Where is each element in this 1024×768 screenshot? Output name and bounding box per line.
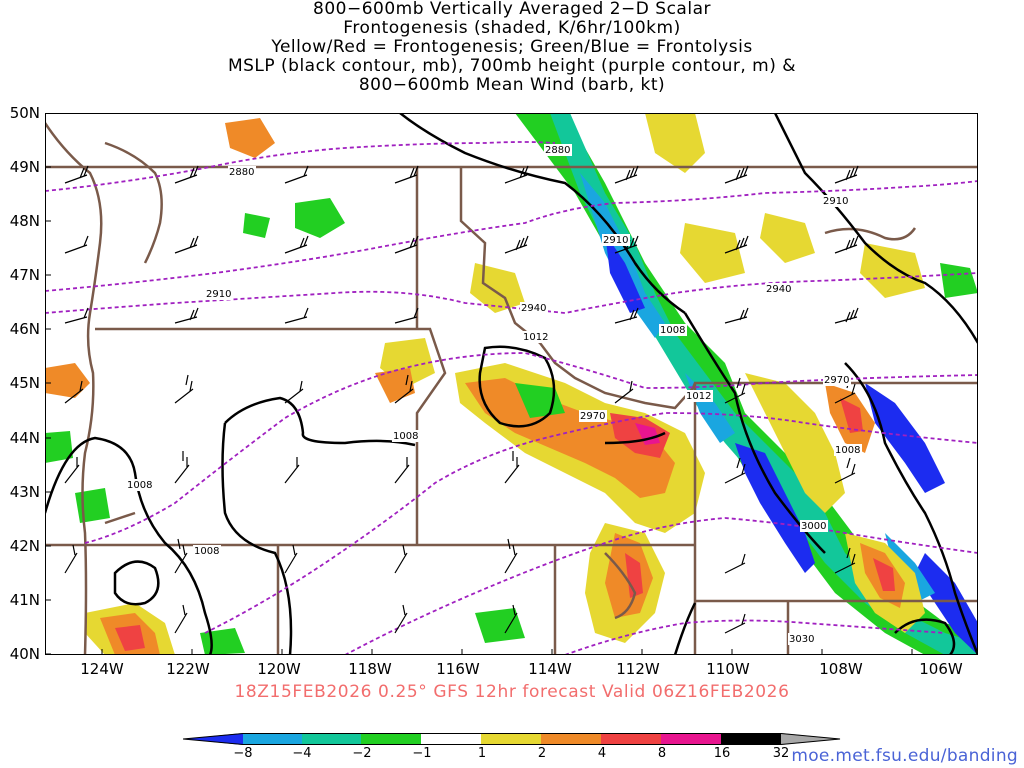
height-label: 2940 xyxy=(766,284,791,295)
mslp-contours xyxy=(45,113,978,655)
colorbar-label: 16 xyxy=(713,746,731,761)
height-contours xyxy=(45,141,978,655)
colorbar-label: 1 xyxy=(477,746,487,761)
map-border xyxy=(45,113,978,655)
title-line-5: 800−600mb Mean Wind (barb, kt) xyxy=(358,75,666,95)
mslp-label: 1012 xyxy=(686,391,711,402)
colorbar-swatch xyxy=(661,733,721,745)
lon-label-116w: 116W xyxy=(436,660,480,678)
colorbar-swatch xyxy=(601,733,661,745)
height-label: 2970 xyxy=(824,375,849,386)
mslp-label: 1012 xyxy=(523,332,548,343)
colorbar-label: −2 xyxy=(352,746,372,761)
lon-label-106w: 106W xyxy=(919,660,963,678)
colorbar xyxy=(183,733,841,745)
colorbar-label: 2 xyxy=(537,746,547,761)
height-label: 2880 xyxy=(545,145,570,156)
frontogenesis-map: 1008 1008 1008 1012 1008 1012 1008 2880 … xyxy=(45,113,978,655)
lat-label-42n: 42N xyxy=(9,537,40,555)
lat-label-40n: 40N xyxy=(9,645,40,663)
colorbar-swatch xyxy=(183,733,243,745)
colorbar-label: 32 xyxy=(772,746,790,761)
lon-label-124w: 124W xyxy=(80,660,124,678)
title-line-1: 800−600mb Vertically Averaged 2−D Scalar xyxy=(313,0,711,19)
colorbar-label: 8 xyxy=(657,746,667,761)
lat-label-48n: 48N xyxy=(9,212,40,230)
lon-label-112w: 112W xyxy=(616,660,660,678)
title-line-2: Frontogenesis (shaded, K/6hr/100km) xyxy=(343,18,681,38)
colorbar-swatch xyxy=(243,733,302,745)
mslp-label: 1008 xyxy=(194,546,219,557)
height-label: 2910 xyxy=(823,196,848,207)
height-label: 3030 xyxy=(789,634,814,645)
colorbar-label: 4 xyxy=(597,746,607,761)
lat-label-46n: 46N xyxy=(9,320,40,338)
mslp-label: 1008 xyxy=(660,325,685,336)
colorbar-label: −1 xyxy=(412,746,432,761)
colorbar-swatch xyxy=(721,733,781,745)
lat-label-45n: 45N xyxy=(9,374,40,392)
tick-marks xyxy=(45,113,913,655)
height-label: 2940 xyxy=(521,303,546,314)
lat-label-50n: 50N xyxy=(9,104,40,122)
chart-title: 800−600mb Vertically Averaged 2−D Scalar… xyxy=(0,0,1024,95)
colorbar-swatch xyxy=(781,733,841,745)
colorbar-swatch xyxy=(541,733,601,745)
lat-label-49n: 49N xyxy=(9,158,40,176)
forecast-caption: 18Z15FEB2026 0.25° GFS 12hr forecast Val… xyxy=(234,682,790,702)
height-label: 2970 xyxy=(580,411,605,422)
lon-label-110w: 110W xyxy=(706,660,750,678)
wind-barbs xyxy=(64,165,859,634)
height-label: 2910 xyxy=(603,235,628,246)
colorbar-label: −8 xyxy=(233,746,253,761)
colorbar-swatch xyxy=(421,733,481,745)
lat-label-44n: 44N xyxy=(9,429,40,447)
height-label: 2910 xyxy=(206,289,231,300)
credit-link[interactable]: moe.met.fsu.edu/banding xyxy=(791,746,1018,766)
colorbar-label: −4 xyxy=(292,746,312,761)
title-line-3: Yellow/Red = Frontogenesis; Green/Blue =… xyxy=(271,37,753,57)
lon-label-118w: 118W xyxy=(348,660,392,678)
height-label: 3000 xyxy=(801,521,826,532)
colorbar-swatch xyxy=(361,733,421,745)
colorbar-swatch xyxy=(481,733,541,745)
title-line-4: MSLP (black contour, mb), 700mb height (… xyxy=(227,56,797,76)
height-label: 2880 xyxy=(229,167,254,178)
mslp-label: 1008 xyxy=(127,480,152,491)
lat-label-43n: 43N xyxy=(9,483,40,501)
lon-label-122w: 122W xyxy=(166,660,210,678)
lon-label-120w: 120W xyxy=(257,660,301,678)
contour-label-layer: 1008 1008 1008 1012 1008 1012 1008 2880 … xyxy=(126,144,862,645)
lat-label-41n: 41N xyxy=(9,591,40,609)
lon-label-114w: 114W xyxy=(528,660,572,678)
state-borders xyxy=(45,122,978,655)
lat-label-47n: 47N xyxy=(9,266,40,284)
lon-label-108w: 108W xyxy=(819,660,863,678)
mslp-label: 1008 xyxy=(835,445,860,456)
colorbar-swatch xyxy=(302,733,361,745)
mslp-label: 1008 xyxy=(393,431,418,442)
